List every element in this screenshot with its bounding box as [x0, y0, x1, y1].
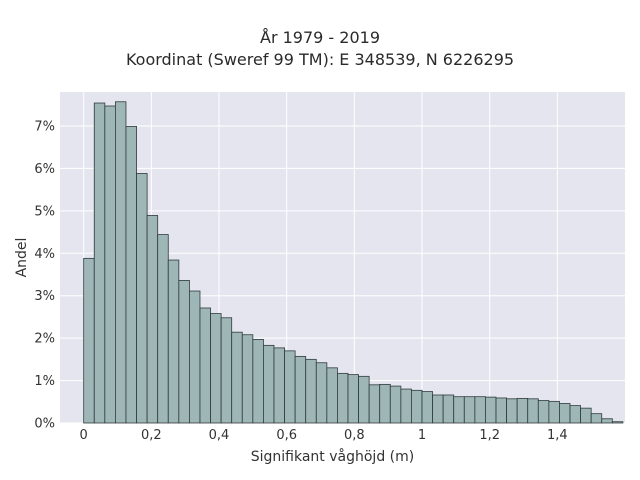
y-tick-label: 0%	[34, 417, 55, 432]
x-tick-label: 1,2	[479, 428, 500, 443]
x-tick-label: 0,8	[344, 428, 365, 443]
histogram-bar	[104, 105, 116, 424]
y-tick-label: 5%	[34, 204, 55, 219]
histogram-bar	[611, 421, 624, 424]
x-tick-label: 0,4	[209, 428, 230, 443]
y-tick-label: 7%	[34, 119, 55, 134]
y-tick-label: 4%	[34, 247, 55, 262]
histogram-bar	[453, 396, 465, 424]
y-tick-label: 2%	[34, 332, 55, 347]
histogram-bar	[220, 317, 233, 424]
x-tick-label: 1	[418, 428, 426, 443]
y-tick-label: 1%	[34, 374, 55, 389]
histogram-bar	[537, 400, 550, 424]
histogram-bar	[326, 367, 338, 424]
histogram-bar	[358, 375, 370, 424]
histogram-bar	[590, 413, 603, 424]
histogram-bar	[115, 101, 127, 424]
x-tick-label: 0,2	[141, 428, 162, 443]
histogram-bar	[347, 374, 359, 424]
histogram-bar	[569, 405, 581, 424]
histogram-bar	[125, 125, 137, 424]
histogram-bar	[146, 215, 159, 424]
x-tick-label: 0	[80, 428, 88, 443]
histogram-bar	[368, 384, 381, 424]
x-tick-label: 0,6	[276, 428, 297, 443]
histogram-bar	[474, 396, 486, 424]
histogram-bar	[442, 394, 455, 424]
histogram-bars	[83, 101, 624, 424]
histogram-bar	[315, 362, 328, 424]
histogram-bar	[241, 334, 254, 424]
y-axis-ticks: 0% 1% 2% 3% 4% 5% 6% 7%	[34, 119, 55, 431]
y-tick-label: 3%	[34, 289, 55, 304]
histogram-bar	[601, 418, 613, 424]
histogram-bar	[379, 383, 391, 424]
histogram-bar	[136, 173, 148, 424]
histogram-bar	[231, 331, 243, 424]
y-axis-title: Andel	[14, 238, 30, 278]
histogram-bar	[495, 397, 507, 424]
histogram-bar	[580, 407, 592, 424]
histogram-bar	[199, 307, 211, 424]
histogram-bar	[421, 391, 433, 424]
histogram-bar	[527, 398, 539, 424]
chart-title-line-1: År 1979 - 2019	[260, 28, 380, 47]
histogram-bar	[432, 394, 444, 424]
histogram-bar	[167, 259, 180, 424]
histogram-bar	[178, 280, 190, 424]
chart-title-line-2: Koordinat (Sweref 99 TM): E 348539, N 62…	[125, 50, 515, 69]
histogram-bar	[210, 313, 222, 424]
histogram-bar	[463, 396, 476, 424]
histogram-bar	[273, 347, 285, 424]
histogram-bar	[263, 344, 275, 424]
histogram-bar	[284, 350, 296, 424]
x-axis-ticks: 0 0,2 0,4 0,6 0,8 1 1,2 1,4	[80, 428, 568, 443]
histogram-bar	[83, 257, 95, 424]
histogram-bar	[485, 396, 497, 424]
histogram-bar	[389, 385, 402, 424]
x-axis-title: Signifikant våghöjd (m)	[251, 448, 414, 465]
histogram-bar	[189, 290, 201, 424]
histogram-bar	[157, 234, 169, 424]
histogram-bar	[294, 355, 307, 424]
histogram-bar	[337, 372, 349, 424]
histogram-bar	[411, 389, 423, 424]
histogram-bar	[400, 388, 412, 424]
histogram-bar	[506, 398, 518, 424]
y-tick-label: 6%	[34, 162, 55, 177]
histogram-bar	[548, 400, 560, 424]
histogram-bar	[305, 358, 317, 424]
histogram-bar	[516, 397, 529, 424]
histogram-bar	[252, 339, 264, 424]
histogram-bar	[93, 102, 106, 424]
x-tick-label: 1,4	[547, 428, 568, 443]
histogram-bar	[559, 403, 571, 424]
